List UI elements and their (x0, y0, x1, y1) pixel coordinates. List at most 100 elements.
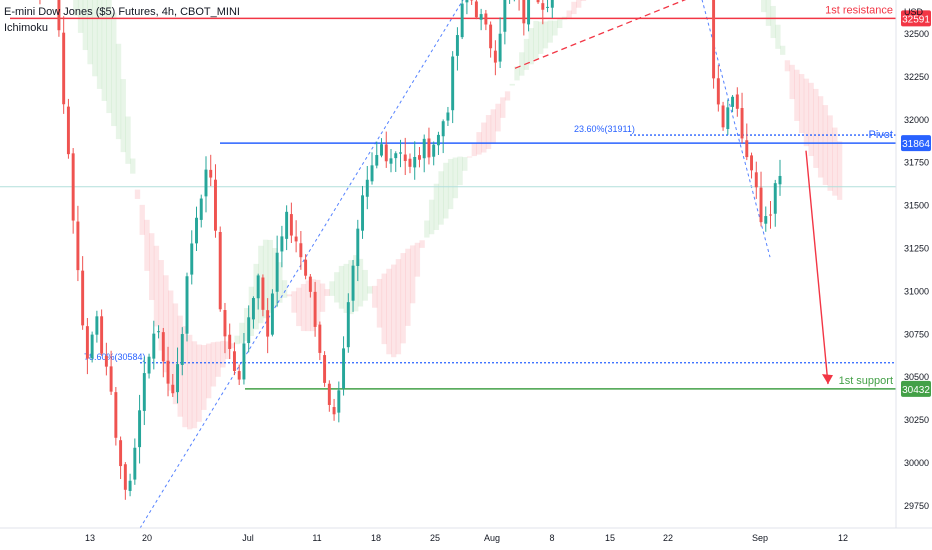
cloud-segment (362, 269, 368, 301)
candle-body (498, 33, 502, 62)
cloud-segment (376, 278, 383, 328)
y-tick-label: 31500 (904, 201, 929, 211)
x-tick-label: Jul (242, 533, 254, 543)
cloud-segment (566, 10, 572, 18)
candle-body (394, 153, 398, 159)
candle-body (351, 265, 355, 301)
candle-body (204, 169, 208, 197)
cloud-segment (471, 143, 477, 157)
candle-body (436, 134, 440, 146)
candle-body (754, 172, 758, 188)
level-price-tag-text: 30432 (902, 385, 930, 396)
cloud-segment (485, 115, 492, 150)
candle-body (721, 105, 725, 128)
candle-body (432, 144, 436, 157)
candle-body (455, 35, 459, 56)
x-tick-label: 15 (605, 533, 615, 543)
cloud-segment (428, 199, 435, 235)
candle-body (427, 138, 431, 158)
candle-body (365, 179, 369, 197)
resistance-trend-line (514, 0, 687, 69)
candle-body (389, 158, 393, 164)
x-tick-label: 11 (312, 533, 321, 543)
candle-body (294, 236, 298, 242)
cloud-segment (243, 308, 250, 341)
candle-body (337, 390, 341, 413)
cloud-segment (514, 66, 520, 81)
cloud-segment (523, 38, 530, 70)
candle-body (95, 316, 99, 335)
candle-body (71, 153, 75, 221)
arrow-head (822, 374, 833, 385)
cloud-segment (528, 28, 534, 65)
cloud-segment (220, 340, 226, 368)
cloud-segment (770, 5, 776, 39)
cloud-segment (822, 105, 829, 186)
candle-body (128, 480, 132, 491)
cloud-segment (262, 239, 269, 319)
cloud-segment (784, 60, 791, 72)
cloud-segment (281, 280, 288, 298)
candle-body (441, 121, 445, 137)
candle-body (413, 157, 417, 168)
candle-body (247, 317, 251, 344)
cloud-segment (353, 255, 359, 312)
candle-body (81, 270, 85, 326)
cloud-segment (761, 0, 767, 13)
cloud-segment (490, 109, 496, 144)
cloud-segment (239, 322, 245, 344)
cloud-segment (187, 334, 193, 430)
candle-body (493, 50, 497, 63)
candle-body (773, 183, 777, 214)
candle-body (62, 32, 66, 105)
candle-body (261, 277, 265, 310)
cloud-segment (267, 239, 274, 313)
candle-body (479, 14, 483, 20)
level-price-tag-text: 32591 (902, 14, 930, 25)
cloud-segment (552, 20, 558, 36)
cloud-segment (191, 341, 198, 429)
candle-body (57, 0, 61, 31)
cloud-segment (163, 275, 169, 373)
candle-body (417, 155, 421, 160)
candle-body (712, 0, 716, 79)
cloud-segment (310, 279, 316, 332)
candle-body (726, 107, 730, 129)
candle-body (133, 447, 137, 480)
cloud-segment (557, 19, 563, 29)
cloud-segment (87, 0, 93, 65)
cloud-segment (780, 45, 786, 55)
cloud-segment (462, 157, 468, 171)
candle-body (114, 392, 118, 438)
candle-body (716, 78, 720, 105)
currency-label: USD (904, 7, 924, 17)
candle-body (550, 0, 554, 8)
candle-body (166, 360, 170, 384)
cloud-segment (149, 233, 155, 301)
cloud-segment (277, 262, 283, 303)
cloud-segment (798, 74, 805, 134)
indicator-label: Ichimoku (4, 22, 49, 34)
cloud-segment (73, 0, 79, 16)
candle-body (161, 332, 165, 362)
cloud-segment (343, 263, 349, 313)
x-tick-label: 8 (549, 533, 554, 543)
cloud-segment (115, 43, 122, 140)
candle-body (465, 0, 469, 3)
y-tick-label: 31250 (904, 244, 929, 254)
x-tick-label: 25 (430, 533, 440, 543)
level-label: 1st support (839, 375, 893, 387)
candle-body (304, 259, 308, 276)
candle-body (323, 355, 327, 383)
cloud-segment (229, 343, 236, 349)
level-price-tag (901, 135, 931, 152)
candle-body (759, 187, 763, 223)
cloud-segment (457, 156, 463, 186)
cloud-segment (424, 220, 430, 238)
candle-body (66, 106, 70, 155)
cloud-segment (367, 286, 373, 294)
candle-body (451, 56, 455, 111)
candle-body (380, 144, 383, 156)
